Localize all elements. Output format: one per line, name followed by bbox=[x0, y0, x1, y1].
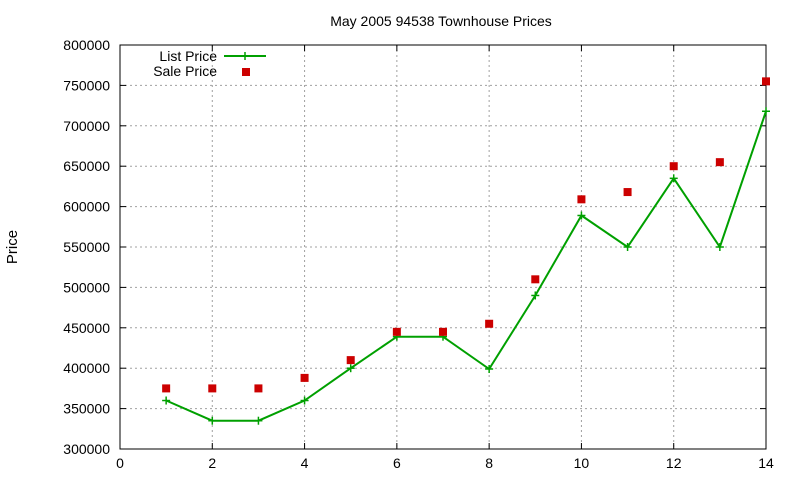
list-price-point bbox=[254, 416, 263, 425]
sale-price-point bbox=[392, 327, 401, 336]
x-tick-label: 0 bbox=[116, 455, 124, 471]
sale-price-point bbox=[162, 384, 171, 393]
legend: List Price Sale Price bbox=[153, 48, 266, 79]
sale-price-point bbox=[669, 162, 678, 171]
x-tick-label: 8 bbox=[485, 455, 493, 471]
y-tick-label: 350000 bbox=[63, 401, 110, 417]
list-price-point bbox=[669, 174, 678, 183]
sale-price-point bbox=[485, 319, 494, 328]
sale-price-point bbox=[208, 384, 217, 393]
list-price-point bbox=[623, 243, 632, 251]
sale-price-point bbox=[531, 275, 540, 284]
list-price-point bbox=[577, 211, 586, 220]
y-tick-label: 550000 bbox=[63, 239, 110, 255]
x-tick-label: 12 bbox=[666, 455, 682, 471]
sale-price-point bbox=[762, 77, 770, 86]
x-tick-label: 10 bbox=[574, 455, 590, 471]
legend-label-sale-price: Sale Price bbox=[153, 63, 217, 79]
y-tick-label: 650000 bbox=[63, 158, 110, 174]
x-tick-label: 2 bbox=[208, 455, 216, 471]
y-tick-label: 800000 bbox=[63, 37, 110, 53]
sale-price-point bbox=[715, 158, 724, 167]
x-tick-label: 4 bbox=[301, 455, 309, 471]
chart-title: May 2005 94538 Townhouse Prices bbox=[330, 13, 552, 29]
list-price-point bbox=[346, 364, 355, 373]
sale-price-point bbox=[346, 356, 355, 365]
sale-price-point bbox=[254, 384, 263, 393]
y-axis-title: Price bbox=[4, 230, 21, 264]
sale-price-point bbox=[623, 188, 632, 197]
y-tick-label: 750000 bbox=[63, 77, 110, 93]
list-price-point bbox=[300, 396, 309, 405]
legend-label-list-price: List Price bbox=[159, 48, 217, 64]
list-price-point bbox=[485, 365, 494, 374]
y-tick-label: 300000 bbox=[63, 441, 110, 457]
x-tick-label: 6 bbox=[393, 455, 401, 471]
x-tick-label: 14 bbox=[758, 455, 774, 471]
list-price-point bbox=[162, 396, 171, 405]
y-tick-label: 600000 bbox=[63, 199, 110, 215]
list-price-point bbox=[715, 243, 724, 251]
legend-swatch-sale-price bbox=[242, 68, 250, 76]
y-tick-label: 700000 bbox=[63, 118, 110, 134]
axis-ticks: 0 2 4 6 8 10 12 14 300000 350000 400000 450000 50000… bbox=[63, 37, 774, 471]
sale-price-point bbox=[300, 373, 309, 382]
series bbox=[162, 77, 770, 425]
sale-price-point bbox=[577, 195, 586, 204]
list-price-point bbox=[531, 291, 540, 300]
y-tick-label: 400000 bbox=[63, 360, 110, 376]
y-tick-label: 450000 bbox=[63, 320, 110, 336]
list-price-line bbox=[165, 110, 767, 422]
legend-swatches bbox=[224, 52, 266, 76]
list-price-point bbox=[762, 107, 770, 116]
legend-swatch-list-price-marker bbox=[241, 52, 249, 60]
sale-price-point bbox=[439, 327, 447, 336]
list-price-point bbox=[208, 416, 217, 425]
y-tick-label: 500000 bbox=[63, 279, 110, 295]
